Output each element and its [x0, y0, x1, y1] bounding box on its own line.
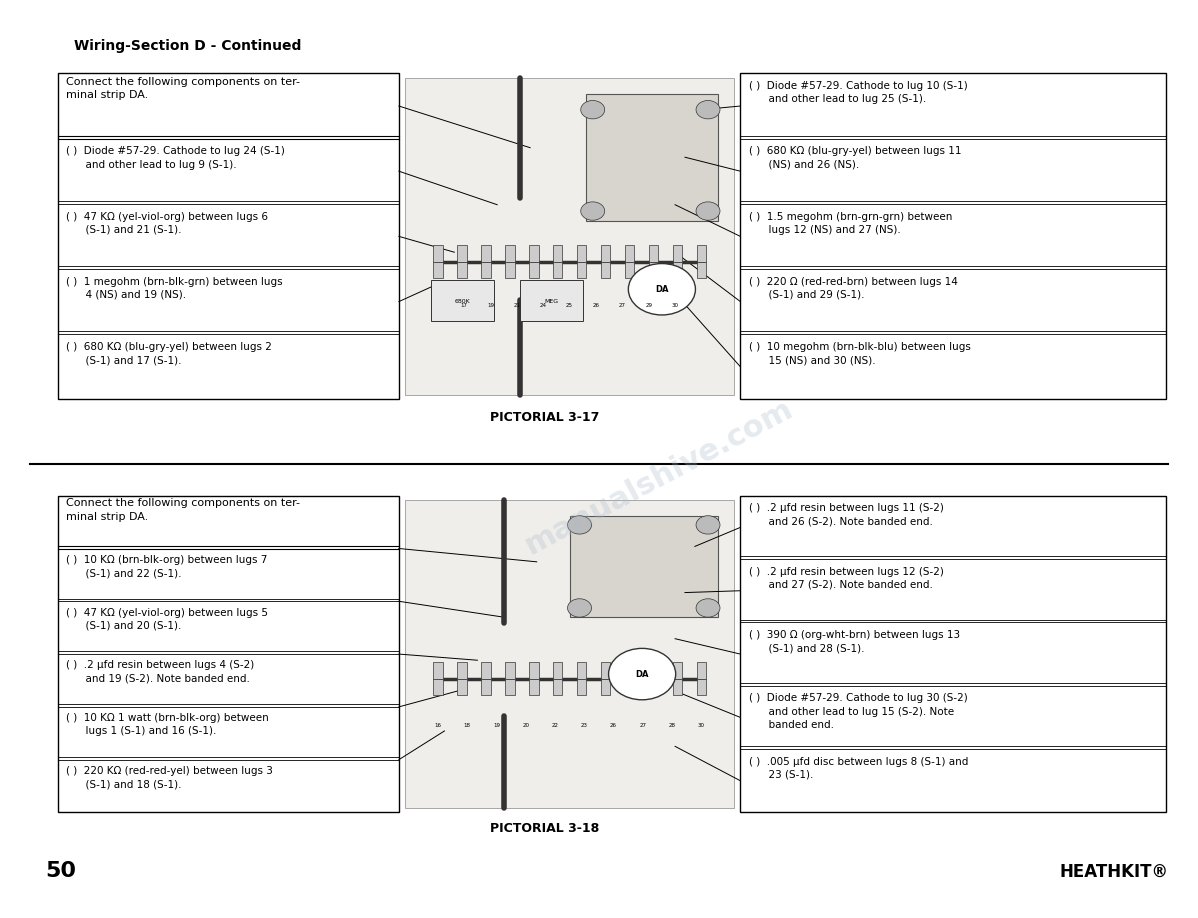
Bar — [740, 496, 1166, 812]
Text: 22: 22 — [551, 722, 558, 728]
Bar — [530, 245, 539, 262]
Circle shape — [696, 202, 720, 220]
Bar — [506, 678, 515, 695]
Text: 30: 30 — [672, 303, 678, 308]
Bar — [601, 662, 611, 678]
Bar — [58, 496, 399, 812]
Bar — [601, 678, 611, 695]
Bar — [740, 73, 1166, 399]
Bar — [625, 262, 635, 278]
Bar — [482, 662, 491, 678]
Text: ( )  220 KΩ (red-red-yel) between lugs 3
      (S-1) and 18 (S-1).: ( ) 220 KΩ (red-red-yel) between lugs 3 … — [66, 766, 273, 789]
Bar — [601, 262, 611, 278]
Bar — [553, 245, 563, 262]
Text: ( )  .005 μfd disc between lugs 8 (S-1) and
      23 (S-1).: ( ) .005 μfd disc between lugs 8 (S-1) a… — [749, 756, 968, 780]
Text: ( )  10 megohm (brn-blk-blu) between lugs
      15 (NS) and 30 (NS).: ( ) 10 megohm (brn-blk-blu) between lugs… — [749, 342, 970, 365]
Bar — [530, 662, 539, 678]
Bar — [649, 678, 659, 695]
Bar — [405, 78, 734, 395]
Text: 26: 26 — [610, 722, 617, 728]
Text: ( )  Diode #57-29. Cathode to lug 30 (S-2)
      and other lead to lug 15 (S-2).: ( ) Diode #57-29. Cathode to lug 30 (S-2… — [749, 693, 968, 730]
Text: ( )  1.5 megohm (brn-grn-grn) between
      lugs 12 (NS) and 27 (NS).: ( ) 1.5 megohm (brn-grn-grn) between lug… — [749, 212, 952, 235]
Text: ( )  Diode #57-29. Cathode to lug 24 (S-1)
      and other lead to lug 9 (S-1).: ( ) Diode #57-29. Cathode to lug 24 (S-1… — [66, 147, 285, 170]
Bar — [625, 245, 635, 262]
Bar — [673, 245, 683, 262]
Bar — [405, 500, 734, 808]
Text: 17: 17 — [461, 303, 467, 308]
Bar — [530, 262, 539, 278]
Circle shape — [581, 202, 605, 220]
Bar — [530, 678, 539, 695]
Bar — [673, 678, 683, 695]
Text: 50: 50 — [46, 861, 77, 881]
Text: 19: 19 — [492, 722, 500, 728]
Bar — [649, 245, 659, 262]
Bar — [434, 245, 443, 262]
Bar — [482, 262, 491, 278]
Text: Connect the following components on ter-
minal strip DA.: Connect the following components on ter-… — [66, 498, 300, 521]
Bar — [577, 245, 587, 262]
Text: 21: 21 — [514, 303, 520, 308]
Text: 23: 23 — [581, 722, 588, 728]
Text: ( )  Diode #57-29. Cathode to lug 10 (S-1)
      and other lead to lug 25 (S-1).: ( ) Diode #57-29. Cathode to lug 10 (S-1… — [749, 82, 968, 105]
Bar — [697, 662, 707, 678]
Text: DA: DA — [635, 669, 649, 678]
Text: 25: 25 — [567, 303, 573, 308]
Text: Wiring-Section D - Continued: Wiring-Section D - Continued — [74, 39, 302, 52]
Text: 26: 26 — [593, 303, 599, 308]
Text: ( )  220 Ω (red-red-brn) between lugs 14
      (S-1) and 29 (S-1).: ( ) 220 Ω (red-red-brn) between lugs 14 … — [749, 277, 957, 300]
Bar — [673, 262, 683, 278]
Text: 27: 27 — [619, 303, 625, 308]
Bar — [697, 678, 707, 695]
Text: 30: 30 — [698, 722, 704, 728]
Text: 680K: 680K — [454, 298, 471, 304]
Text: Connect the following components on ter-
minal strip DA.: Connect the following components on ter-… — [66, 77, 300, 100]
Bar — [673, 662, 683, 678]
Text: ( )  .2 μfd resin between lugs 4 (S-2)
      and 19 (S-2). Note banded end.: ( ) .2 μfd resin between lugs 4 (S-2) an… — [66, 660, 254, 684]
Bar — [458, 678, 467, 695]
Text: 29: 29 — [646, 303, 652, 308]
Bar — [625, 678, 635, 695]
Bar — [553, 678, 563, 695]
Text: ( )  47 KΩ (yel-viol-org) between lugs 6
      (S-1) and 21 (S-1).: ( ) 47 KΩ (yel-viol-org) between lugs 6 … — [66, 212, 268, 235]
Text: ( )  680 KΩ (blu-gry-yel) between lugs 11
      (NS) and 26 (NS).: ( ) 680 KΩ (blu-gry-yel) between lugs 11… — [749, 147, 961, 170]
Text: 18: 18 — [464, 722, 471, 728]
Text: 20: 20 — [522, 722, 530, 728]
Bar — [434, 262, 443, 278]
Bar — [577, 662, 587, 678]
Circle shape — [696, 516, 720, 534]
Bar — [553, 262, 563, 278]
Text: ( )  .2 μfd resin between lugs 11 (S-2)
      and 26 (S-2). Note banded end.: ( ) .2 μfd resin between lugs 11 (S-2) a… — [749, 503, 944, 527]
Text: ( )  47 KΩ (yel-viol-org) between lugs 5
      (S-1) and 20 (S-1).: ( ) 47 KΩ (yel-viol-org) between lugs 5 … — [66, 608, 268, 631]
Text: manualshive.com: manualshive.com — [520, 394, 798, 561]
Circle shape — [581, 101, 605, 118]
Bar — [482, 678, 491, 695]
Circle shape — [568, 516, 592, 534]
Bar — [458, 245, 467, 262]
Circle shape — [628, 263, 695, 315]
Bar — [482, 245, 491, 262]
Text: MEG: MEG — [544, 298, 558, 304]
Text: ( )  10 KΩ (brn-blk-org) between lugs 7
      (S-1) and 22 (S-1).: ( ) 10 KΩ (brn-blk-org) between lugs 7 (… — [66, 554, 267, 578]
Bar — [434, 662, 443, 678]
Text: DA: DA — [655, 285, 668, 294]
Bar — [431, 280, 494, 321]
Bar — [553, 662, 563, 678]
Text: 24: 24 — [540, 303, 546, 308]
Text: ( )  390 Ω (org-wht-brn) between lugs 13
      (S-1) and 28 (S-1).: ( ) 390 Ω (org-wht-brn) between lugs 13 … — [749, 630, 960, 654]
Bar — [506, 245, 515, 262]
Bar — [458, 262, 467, 278]
Text: PICTORIAL 3-18: PICTORIAL 3-18 — [490, 822, 600, 834]
Bar — [506, 662, 515, 678]
Bar — [458, 662, 467, 678]
Text: 16: 16 — [435, 722, 441, 728]
Text: PICTORIAL 3-17: PICTORIAL 3-17 — [490, 411, 600, 424]
Bar — [649, 662, 659, 678]
Circle shape — [696, 101, 720, 118]
Text: 19: 19 — [488, 303, 494, 308]
Bar — [625, 662, 635, 678]
Bar — [577, 678, 587, 695]
Text: ( )  .2 μfd resin between lugs 12 (S-2)
      and 27 (S-2). Note banded end.: ( ) .2 μfd resin between lugs 12 (S-2) a… — [749, 566, 944, 590]
Circle shape — [568, 599, 592, 617]
Bar — [586, 94, 718, 220]
